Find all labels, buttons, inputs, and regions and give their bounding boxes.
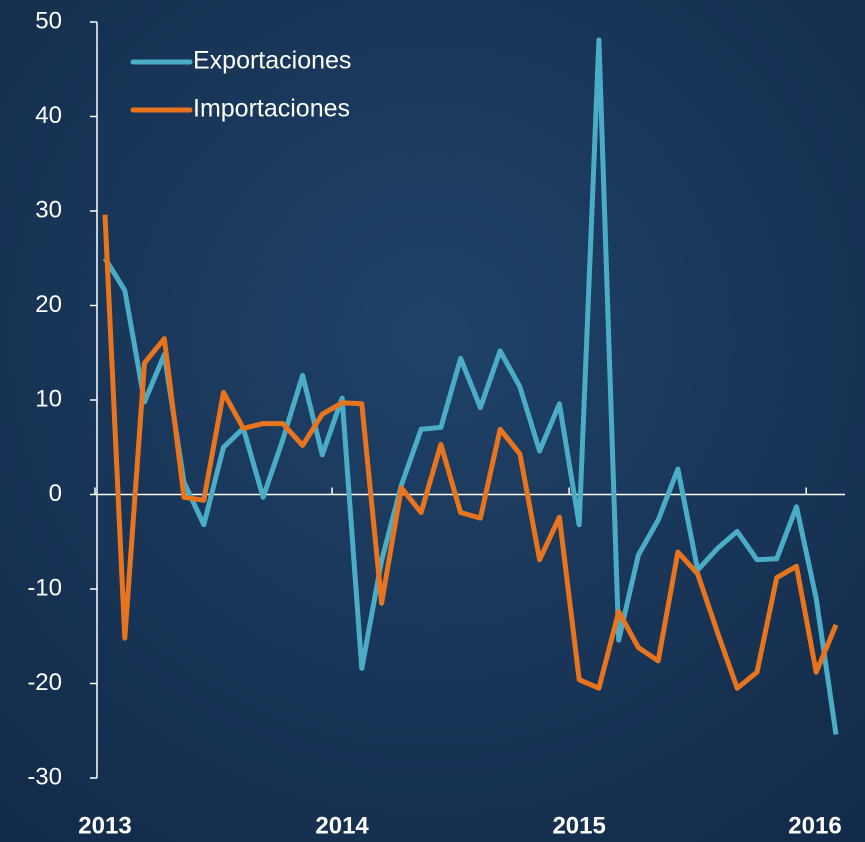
y-tick-label: -30: [27, 763, 62, 790]
y-tick-label: -10: [27, 574, 62, 601]
x-tick-label: 2014: [315, 812, 369, 839]
y-tick-label: 40: [35, 102, 62, 129]
y-tick-label: 30: [35, 196, 62, 223]
y-tick-label: 10: [35, 385, 62, 412]
y-tick-label: 50: [35, 7, 62, 34]
y-tick-label: -20: [27, 669, 62, 696]
y-tick-label: 0: [49, 480, 62, 507]
legend-label: Importaciones: [193, 95, 350, 123]
x-tick-label: 2016: [788, 812, 841, 839]
legend-label: Exportaciones: [193, 47, 351, 75]
x-tick-label: 2013: [78, 812, 131, 839]
x-tick-label: 2015: [552, 812, 605, 839]
series-line: [102, 214, 839, 691]
y-tick-label: 20: [35, 291, 62, 318]
series-line: [102, 37, 839, 735]
